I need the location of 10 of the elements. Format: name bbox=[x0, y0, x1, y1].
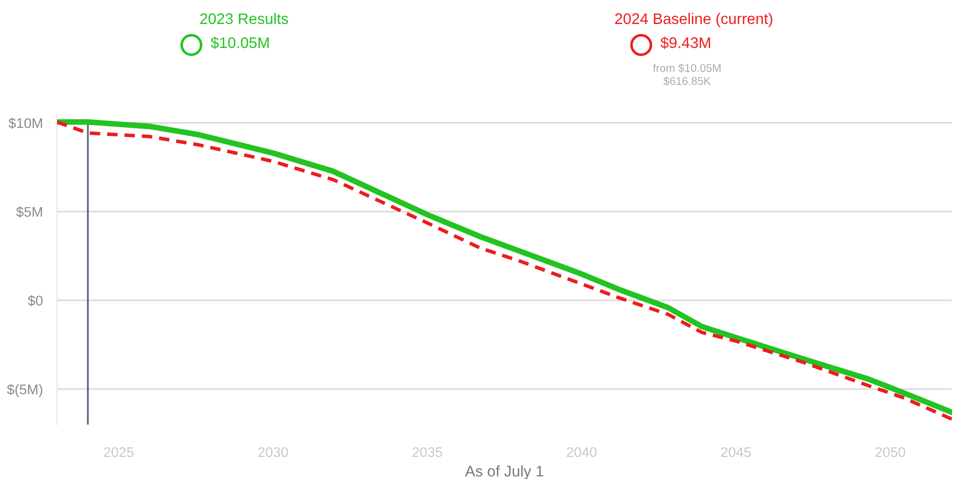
y-tick-label: $10M bbox=[8, 118, 42, 129]
y-tick-label: $5M bbox=[16, 206, 42, 218]
y-tick-label: $(5M) bbox=[6, 384, 42, 398]
text: $616.85K bbox=[663, 76, 711, 86]
text: from $10.05M bbox=[653, 64, 720, 73]
text: 2024 Baseline (current) bbox=[615, 12, 772, 28]
text: $10.05M bbox=[210, 36, 269, 50]
text: 2023 Results bbox=[200, 12, 288, 24]
text: $9.43M bbox=[660, 36, 710, 50]
y-tick-label: $0 bbox=[28, 295, 43, 306]
